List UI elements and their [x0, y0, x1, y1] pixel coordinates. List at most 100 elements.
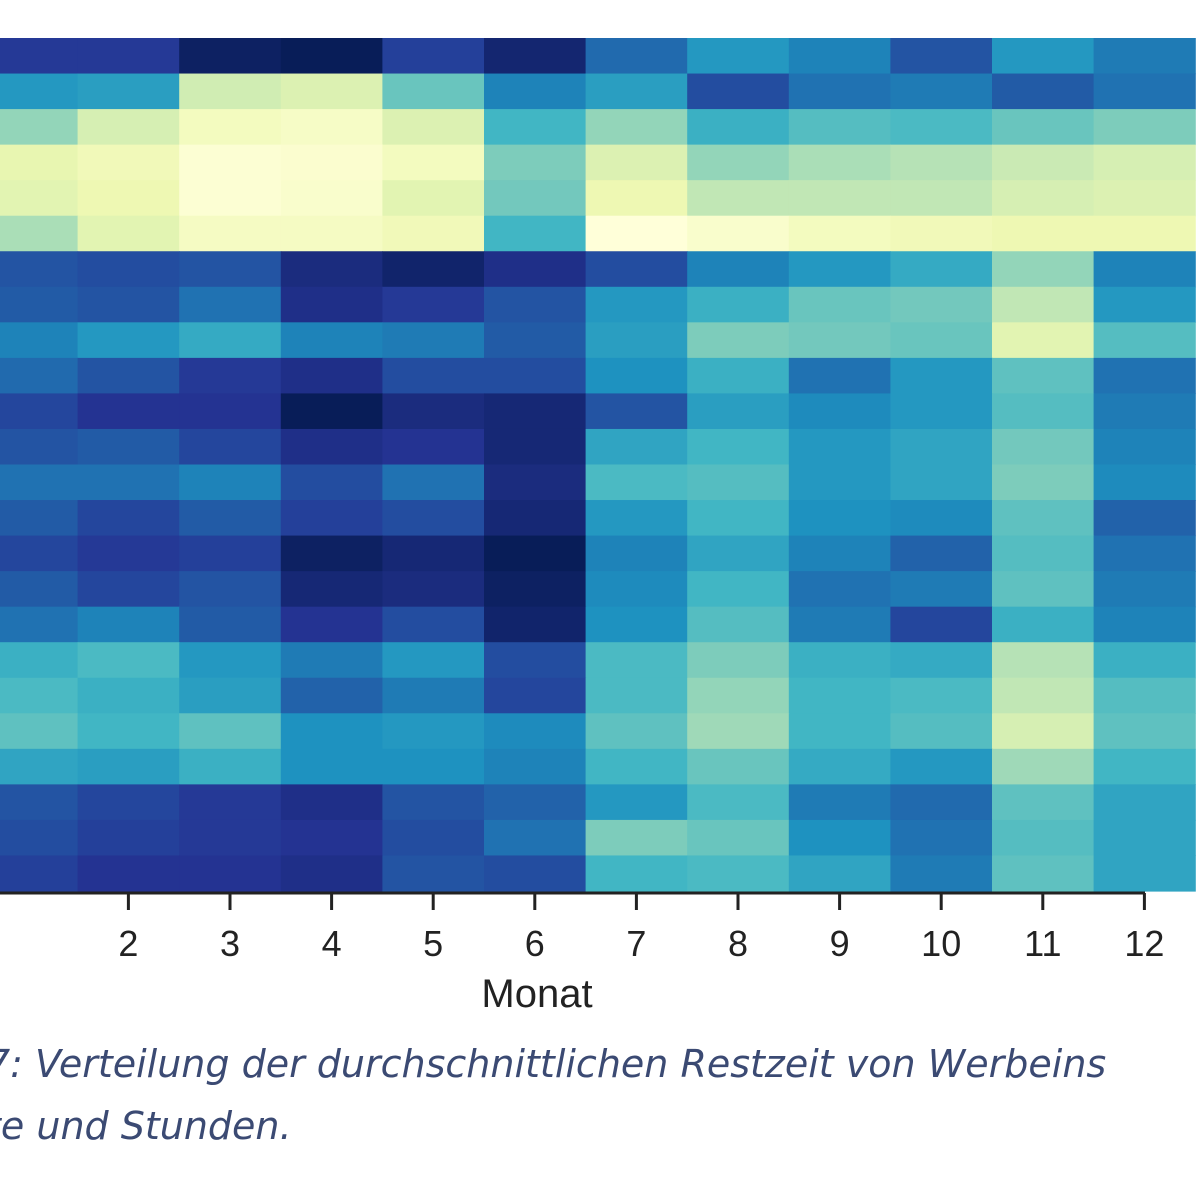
x-axis-title: Monat [481, 972, 592, 1016]
x-tick-label: 11 [1024, 923, 1061, 964]
heatmap-cell [0, 215, 79, 252]
heatmap-cell [280, 642, 383, 679]
heatmap-cell [992, 38, 1095, 75]
heatmap-cell [992, 144, 1095, 181]
heatmap-cell [585, 109, 688, 146]
heatmap-cell [890, 606, 993, 643]
heatmap-cell [77, 606, 180, 643]
heatmap-cell [890, 215, 993, 252]
x-tick-label: 7 [626, 923, 646, 964]
heatmap-cell [890, 713, 993, 750]
heatmap-cell [992, 819, 1095, 857]
heatmap-cell [382, 286, 485, 323]
heatmap-cell [687, 109, 790, 146]
heatmap-cell [890, 180, 993, 217]
heatmap-cell [484, 677, 587, 714]
heatmap-cell [77, 819, 180, 857]
heatmap-cell [890, 286, 993, 323]
heatmap-cell [1093, 464, 1196, 501]
heatmap-cell [0, 606, 79, 643]
heatmap-cell [77, 571, 180, 608]
x-tick-label: 12 [1124, 923, 1164, 964]
heatmap-cell [179, 109, 282, 146]
heatmap-cell [890, 357, 993, 395]
heatmap-cell [992, 535, 1095, 572]
heatmap-cell [890, 144, 993, 181]
heatmap-cell [585, 677, 688, 714]
heatmap-cell [788, 180, 891, 217]
heatmap-cell [382, 642, 485, 679]
heatmap-cell [788, 393, 891, 430]
heatmap-cell [77, 713, 180, 750]
heatmap-cell [788, 109, 891, 146]
heatmap-cell [179, 180, 282, 217]
heatmap-cell [1093, 322, 1196, 359]
x-tick-label: 9 [830, 923, 850, 964]
heatmap-cell [179, 286, 282, 323]
heatmap-cell [179, 855, 282, 892]
heatmap-cell [890, 642, 993, 679]
heatmap-cell [484, 180, 587, 217]
heatmap-cell [890, 500, 993, 537]
heatmap-cell [687, 784, 790, 821]
heatmap-cell [788, 606, 891, 643]
heatmap-cell [788, 215, 891, 252]
heatmap-cell [890, 748, 993, 785]
heatmap-cell [585, 38, 688, 75]
heatmap-cell [890, 73, 993, 110]
heatmap-cell [788, 535, 891, 572]
heatmap-cell [890, 428, 993, 466]
x-tick-label: 2 [118, 923, 138, 964]
heatmap-cell [382, 606, 485, 643]
heatmap-cell [585, 606, 688, 643]
heatmap-cell [1093, 109, 1196, 146]
heatmap-cell [179, 535, 282, 572]
heatmap-cell [687, 144, 790, 181]
heatmap-cell [77, 144, 180, 181]
heatmap-cell [585, 322, 688, 359]
heatmap-cell [788, 251, 891, 288]
heatmap-cell [77, 464, 180, 501]
heatmap-cell [585, 251, 688, 288]
heatmap-cell [992, 748, 1095, 785]
heatmap-cell [77, 73, 180, 110]
heatmap-cell [280, 357, 383, 395]
heatmap-cell [890, 109, 993, 146]
heatmap-cell [382, 500, 485, 537]
heatmap-cell [1093, 642, 1196, 679]
heatmap-cell [382, 357, 485, 395]
heatmap-cell [484, 855, 587, 892]
heatmap-cell [179, 819, 282, 857]
heatmap-cell [179, 571, 282, 608]
heatmap-cell [0, 393, 79, 430]
heatmap-cell [382, 464, 485, 501]
heatmap-cell [280, 784, 383, 821]
heatmap-cell [382, 748, 485, 785]
heatmap-cell [179, 357, 282, 395]
heatmap-cell [788, 500, 891, 537]
heatmap-cell [585, 500, 688, 537]
heatmap-cell [484, 748, 587, 785]
heatmap-cell [0, 144, 79, 181]
heatmap-cell [77, 748, 180, 785]
heatmap-cell [1093, 357, 1196, 395]
heatmap-cell [687, 357, 790, 395]
heatmap-cell [687, 642, 790, 679]
heatmap-cell [280, 535, 383, 572]
heatmap-cell [484, 713, 587, 750]
heatmap-cell [1093, 38, 1196, 75]
heatmap-cell [890, 464, 993, 501]
heatmap-cell [484, 109, 587, 146]
heatmap-cell [280, 109, 383, 146]
heatmap-cell [484, 251, 587, 288]
heatmap-cell [1093, 819, 1196, 857]
heatmap-cell [77, 215, 180, 252]
heatmap-cell [992, 606, 1095, 643]
heatmap-cell [992, 109, 1095, 146]
heatmap-cell [687, 819, 790, 857]
heatmap-cell [788, 748, 891, 785]
heatmap-cell [77, 357, 180, 395]
caption-line-1: 7: Verteilung der durchschnittlichen Res… [0, 1042, 1107, 1086]
heatmap-cell [484, 464, 587, 501]
heatmap-cell [484, 784, 587, 821]
